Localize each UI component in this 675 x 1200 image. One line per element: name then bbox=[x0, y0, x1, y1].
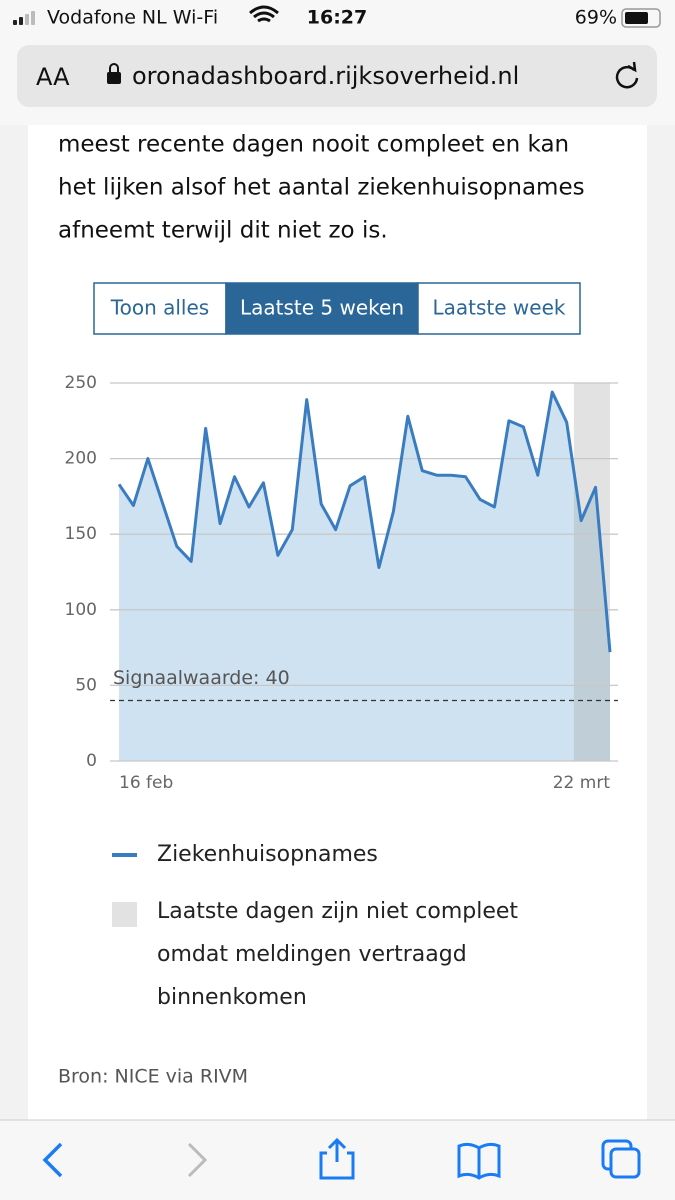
y-tick-label: 0 bbox=[86, 751, 97, 771]
reload-button[interactable] bbox=[615, 61, 639, 89]
source: Bron: NICE via RIVM bbox=[58, 1066, 248, 1088]
x-tick-label: 22 mrt bbox=[553, 773, 611, 793]
threshold-label: Signaalwaarde: 40 bbox=[113, 667, 290, 689]
legend-swatch bbox=[112, 902, 137, 927]
tab-label[interactable]: Toon alles bbox=[110, 296, 209, 320]
tab-button[interactable] bbox=[93, 282, 227, 335]
url[interactable]: oronadashboard.rijksoverheid.nl bbox=[132, 62, 519, 90]
share-button[interactable] bbox=[319, 1137, 355, 1180]
clock: 16:27 bbox=[307, 7, 367, 29]
back-button[interactable] bbox=[42, 1142, 63, 1178]
battery-level bbox=[625, 12, 648, 24]
legend-label: Ziekenhuisopnames bbox=[157, 842, 378, 867]
x-tick-label: 16 feb bbox=[119, 773, 173, 793]
y-tick-label: 150 bbox=[65, 524, 97, 544]
url-bar[interactable] bbox=[17, 45, 657, 107]
signal bbox=[13, 11, 35, 25]
carrier: Vodafone NL Wi-Fi bbox=[47, 7, 218, 29]
intro-line: afneemt terwijl dit niet zo is. bbox=[58, 218, 388, 244]
y-tick-label: 200 bbox=[65, 449, 97, 469]
y-tick-label: 100 bbox=[65, 600, 97, 620]
tab-label[interactable]: Laatste 5 weken bbox=[240, 296, 404, 320]
forward-button[interactable] bbox=[187, 1142, 208, 1178]
intro-line: het lijken alsof het aantal ziekenhuisop… bbox=[58, 175, 585, 201]
tab-button[interactable] bbox=[417, 282, 581, 335]
legend-label: Laatste dagen zijn niet compleet omdat m… bbox=[157, 899, 519, 1010]
incomplete-region bbox=[573, 383, 610, 761]
area bbox=[119, 392, 610, 761]
bookmarks-button[interactable] bbox=[457, 1142, 501, 1180]
tab-button[interactable] bbox=[225, 282, 419, 335]
lock-icon bbox=[107, 63, 121, 84]
wifi-icon bbox=[249, 5, 279, 23]
y-tick-label: 250 bbox=[65, 373, 97, 393]
tab-label[interactable]: Laatste week bbox=[433, 296, 566, 320]
y-tick-label: 50 bbox=[75, 675, 97, 695]
battery-icon bbox=[621, 8, 661, 28]
tabs-button[interactable] bbox=[601, 1139, 641, 1179]
line bbox=[117, 390, 612, 653]
battery-percent: 69% bbox=[575, 7, 617, 29]
intro-line: meest recente dagen nooit compleet en ka… bbox=[58, 132, 569, 158]
text-size-button[interactable]: AA bbox=[36, 63, 70, 91]
